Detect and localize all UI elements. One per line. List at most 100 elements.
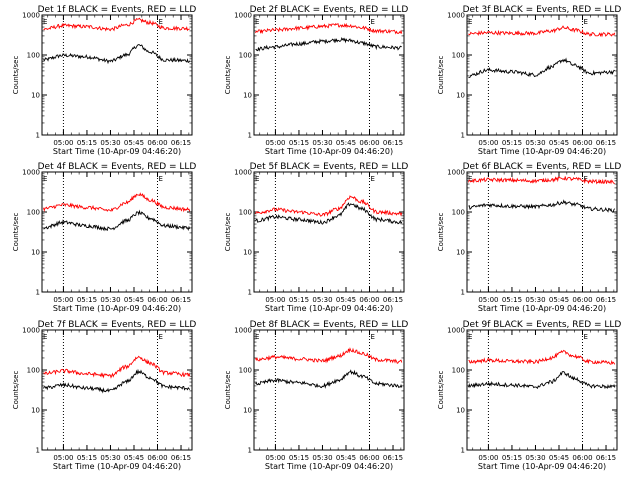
x-tick-label: 06:15: [383, 139, 403, 147]
chart-title: Det 2f BLACK = Events, RED = LLD: [250, 5, 409, 15]
series-line-lld: [43, 17, 190, 32]
x-tick-label: 06:00: [572, 296, 592, 304]
chart-title: Det 1f BLACK = Events, RED = LLD: [38, 5, 197, 15]
chart-title: Det 3f BLACK = Events, RED = LLD: [463, 5, 622, 15]
x-tick-label: 06:15: [596, 139, 616, 147]
plot-frame: [466, 329, 618, 451]
x-axis-label: Start Time (10-Apr-09 04:46:20): [53, 462, 181, 471]
x-tick-label: 06:00: [359, 139, 379, 147]
corner-mark-left: E: [43, 175, 47, 183]
plot-frame: [253, 171, 405, 293]
x-tick-label: 06:00: [359, 454, 379, 462]
corner-mark-right: E: [159, 18, 163, 26]
x-tick-label: 05:30: [100, 139, 120, 147]
corner-mark-left: E: [255, 18, 259, 26]
x-tick-label: 06:15: [383, 296, 403, 304]
y-tick-label: 1000: [447, 327, 465, 335]
corner-mark-right: E: [371, 175, 375, 183]
y-tick-label: 10: [456, 407, 465, 415]
corner-mark-left: E: [43, 333, 47, 341]
chart-panel-1: Det 1f BLACK = Events, RED = LLD 1 10 100 10…: [12, 5, 196, 156]
corner-mark-left: E: [255, 175, 259, 183]
x-tick-label: 05:45: [336, 139, 356, 147]
y-tick-label: 1000: [22, 169, 40, 177]
x-axis-label: Start Time (10-Apr-09 04:46:20): [265, 304, 393, 313]
chart-title: Det 9f BLACK = Events, RED = LLD: [463, 320, 622, 330]
chart-panel-7: Det 7f BLACK = Events, RED = LLD 1 10 100 10…: [12, 320, 196, 471]
chart-panel-2: Det 2f BLACK = Events, RED = LLD 1 10 100 10…: [224, 5, 408, 156]
x-tick-label: 05:30: [100, 454, 120, 462]
x-tick-label: 06:00: [359, 296, 379, 304]
x-tick-label: 05:30: [525, 454, 545, 462]
x-tick-label: 05:15: [502, 139, 522, 147]
series-line-lld: [255, 22, 403, 35]
x-tick-label: 05:00: [265, 454, 285, 462]
chart-title: Det 4f BLACK = Events, RED = LLD: [38, 162, 197, 172]
x-tick-label: 05:15: [289, 139, 309, 147]
x-tick-label: 05:30: [312, 454, 332, 462]
corner-mark-right: E: [584, 333, 588, 341]
corner-mark-left: E: [43, 18, 47, 26]
x-axis-label: Start Time (10-Apr-09 04:46:20): [478, 462, 606, 471]
chart-title: Det 8f BLACK = Events, RED = LLD: [250, 320, 409, 330]
x-axis-label: Start Time (10-Apr-09 04:46:20): [265, 147, 393, 156]
plot-frame: [466, 171, 618, 293]
y-tick-label: 1: [36, 447, 40, 455]
y-tick-label: 1: [248, 289, 252, 297]
y-tick-label: 1000: [234, 169, 252, 177]
y-tick-label: 100: [452, 367, 465, 375]
y-tick-label: 100: [239, 52, 252, 60]
x-tick-label: 05:00: [478, 296, 498, 304]
x-tick-label: 05:15: [77, 454, 97, 462]
x-tick-label: 06:00: [147, 454, 167, 462]
corner-mark-right: E: [584, 18, 588, 26]
series-line-events: [43, 368, 191, 394]
x-tick-label: 05:45: [549, 296, 569, 304]
series-line-events: [43, 209, 191, 232]
y-axis-label: Counts/sec: [437, 56, 445, 95]
corner-mark-left: E: [255, 333, 259, 341]
y-tick-label: 10: [243, 249, 252, 257]
x-tick-label: 06:00: [147, 296, 167, 304]
y-tick-label: 1: [461, 132, 465, 140]
y-axis-label: Counts/sec: [12, 371, 20, 410]
x-tick-label: 05:00: [265, 139, 285, 147]
x-axis-label: Start Time (10-Apr-09 04:46:20): [53, 304, 181, 313]
y-tick-label: 10: [31, 92, 40, 100]
chart-title: Det 6f BLACK = Events, RED = LLD: [463, 162, 622, 172]
x-tick-label: 06:15: [171, 454, 191, 462]
y-axis-label: Counts/sec: [437, 371, 445, 410]
y-tick-label: 1: [36, 289, 40, 297]
y-tick-label: 100: [27, 52, 40, 60]
x-tick-label: 05:00: [53, 139, 73, 147]
series-line-events: [255, 202, 403, 225]
chart-panel-4: Det 4f BLACK = Events, RED = LLD 1 10 100 10…: [12, 162, 196, 313]
y-tick-label: 1000: [447, 169, 465, 177]
x-tick-label: 05:00: [478, 139, 498, 147]
plot-frame: [41, 171, 193, 293]
corner-mark-right: E: [371, 333, 375, 341]
x-tick-label: 05:45: [124, 139, 144, 147]
x-tick-label: 06:00: [147, 139, 167, 147]
corner-mark-left: E: [468, 18, 472, 26]
series-line-events: [468, 371, 616, 390]
x-axis-label: Start Time (10-Apr-09 04:46:20): [265, 462, 393, 471]
y-tick-label: 1000: [234, 12, 252, 20]
plot-frame: [41, 329, 193, 451]
series-line-lld: [468, 176, 615, 185]
y-tick-label: 1: [248, 132, 252, 140]
series-line-lld: [255, 195, 403, 217]
corner-mark-right: E: [159, 175, 163, 183]
x-tick-label: 05:00: [53, 296, 73, 304]
series-line-lld: [43, 192, 191, 213]
x-tick-label: 05:00: [265, 296, 285, 304]
x-tick-label: 05:45: [124, 296, 144, 304]
y-axis-label: Counts/sec: [12, 56, 20, 95]
y-tick-label: 100: [239, 209, 252, 217]
chart-panel-8: Det 8f BLACK = Events, RED = LLD 1 10 100 10…: [224, 320, 408, 471]
y-axis-label: Counts/sec: [437, 213, 445, 252]
chart-panel-6: Det 6f BLACK = Events, RED = LLD 1 10 100 10…: [437, 162, 621, 313]
y-tick-label: 100: [27, 367, 40, 375]
x-tick-label: 06:00: [572, 454, 592, 462]
